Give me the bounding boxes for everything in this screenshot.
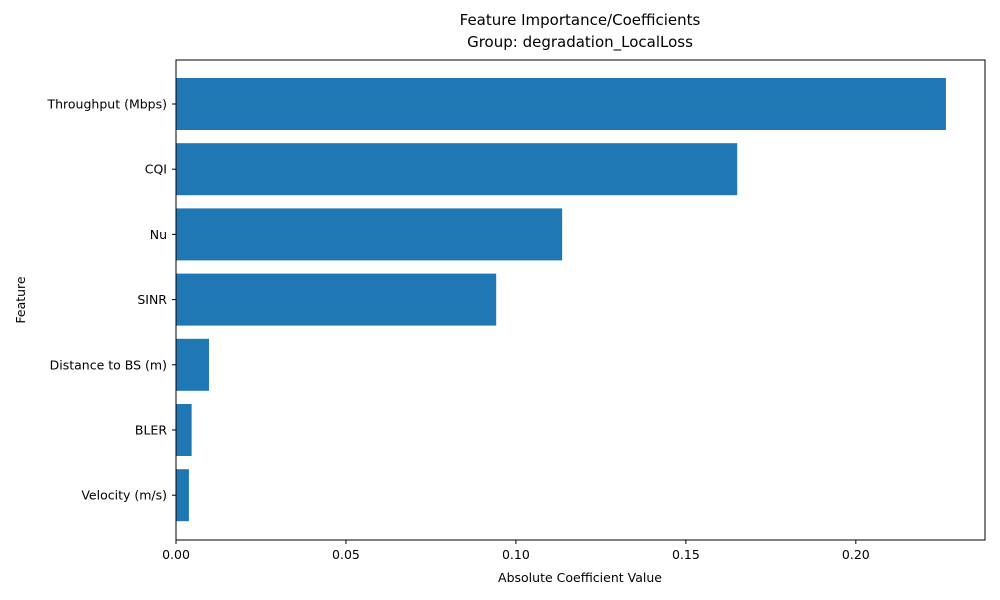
y-axis-label: Feature xyxy=(13,276,28,324)
bar xyxy=(176,404,192,456)
y-tick-label: Distance to BS (m) xyxy=(50,357,167,372)
x-axis-label: Absolute Coefficient Value xyxy=(498,570,662,585)
x-tick-label: 0.00 xyxy=(162,547,190,562)
bar xyxy=(176,338,209,391)
bar xyxy=(176,273,497,326)
chart-title: Feature Importance/Coefficients xyxy=(460,11,701,29)
x-tick-label: 0.20 xyxy=(842,547,870,562)
chart-subtitle: Group: degradation_LocalLoss xyxy=(467,33,693,52)
y-tick-label: BLER xyxy=(135,423,167,438)
x-tick-label: 0.10 xyxy=(502,547,530,562)
y-tick-label: CQI xyxy=(145,162,167,177)
bar xyxy=(176,78,946,130)
bar xyxy=(176,469,189,522)
x-ticks-group: 0.00 0.05 0.10 0.15 0.20 xyxy=(162,540,870,562)
bar xyxy=(176,208,563,261)
x-tick-label: 0.15 xyxy=(672,547,700,562)
bar xyxy=(176,143,738,196)
y-tick-label: Velocity (m/s) xyxy=(81,488,167,503)
y-tick-label: Nu xyxy=(150,227,167,242)
y-tick-label: SINR xyxy=(137,292,167,307)
y-tick-label: Throughput (Mbps) xyxy=(46,97,167,112)
plot-frame xyxy=(175,59,986,541)
x-tick-label: 0.05 xyxy=(332,547,360,562)
y-ticks-group: Throughput (Mbps) CQI Nu SINR Distance to BS… xyxy=(46,97,176,503)
bars-group xyxy=(176,78,946,522)
